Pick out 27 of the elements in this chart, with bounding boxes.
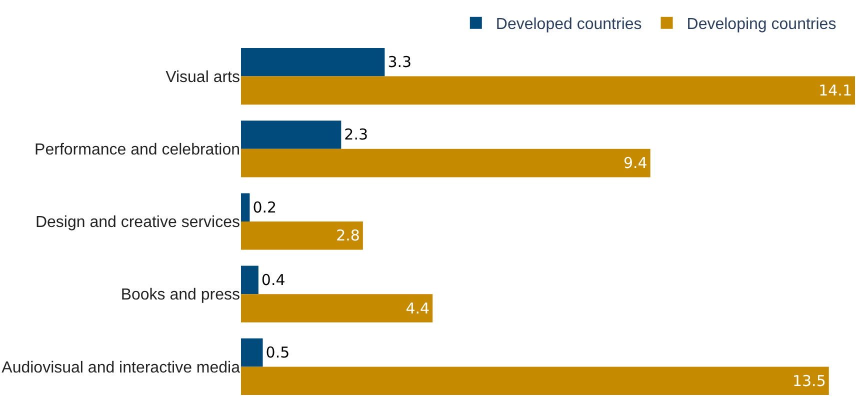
bar [241, 120, 342, 149]
data-label: 13.5 [792, 372, 826, 390]
data-label: 2.3 [344, 126, 368, 144]
legend-label: Developed countries [496, 16, 642, 34]
y-tick-label: Books and press [120, 286, 240, 304]
data-label: 14.1 [818, 81, 852, 100]
y-tick-label: Visual arts [166, 68, 240, 86]
bar [241, 266, 258, 294]
bar [241, 148, 650, 178]
y-tick-label: Performance and celebration [34, 142, 240, 158]
data-label: 0.5 [266, 344, 290, 362]
data-label: 0.4 [261, 270, 286, 289]
bar [241, 193, 250, 222]
legend-label: Developing countries [686, 16, 836, 34]
y-tick-label: Design and creative services [35, 214, 240, 232]
bar [241, 294, 433, 322]
bar [241, 76, 855, 105]
data-label: 4.4 [406, 299, 430, 318]
bar [241, 338, 263, 367]
data-label: 2.8 [336, 226, 360, 245]
y-tick-label: Audiovisual and interactive media [2, 359, 240, 376]
bar [241, 222, 363, 250]
bar [241, 48, 385, 76]
data-label: 0.2 [252, 198, 277, 216]
data-label: 9.4 [623, 154, 648, 172]
bar [241, 366, 829, 396]
data-label: 3.3 [388, 53, 412, 72]
